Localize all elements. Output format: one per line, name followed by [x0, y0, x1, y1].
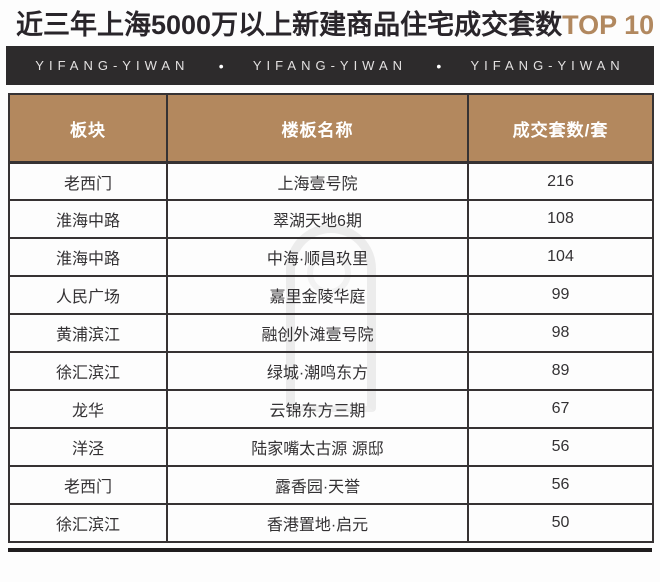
district-cell: 洋泾	[8, 427, 168, 468]
project-cell: 融创外滩壹号院	[166, 313, 469, 354]
count-cell: 104	[467, 237, 654, 278]
district-cell: 淮海中路	[8, 199, 168, 240]
page-title: 近三年上海5000万以上新建商品住宅成交套数TOP 10	[0, 0, 660, 43]
table-row: 徐汇滨江 绿城·潮鸣东方 89	[8, 351, 654, 392]
project-cell: 陆家嘴太古源 源邸	[166, 427, 469, 468]
ranking-table: 板块 楼板名称 成交套数/套 老西门 上海壹号院 216 淮海中路 翠湖天地6期…	[8, 93, 654, 544]
table-row: 老西门 上海壹号院 216	[8, 161, 654, 202]
count-cell: 50	[467, 503, 654, 544]
table-row: 黄浦滨江 融创外滩壹号院 98	[8, 313, 654, 354]
bullet-separator-icon: •	[218, 57, 224, 74]
district-cell: 徐汇滨江	[8, 503, 168, 544]
column-header-project: 楼板名称	[166, 93, 469, 164]
brand-text: YIFANG-YIWAN	[470, 58, 625, 74]
project-cell: 露香园·天誉	[166, 465, 469, 506]
table-row: 淮海中路 翠湖天地6期 108	[8, 199, 654, 240]
district-cell: 老西门	[8, 161, 168, 202]
project-cell: 绿城·潮鸣东方	[166, 351, 469, 392]
title-main: 近三年上海5000万以上新建商品住宅成交套数	[16, 10, 563, 40]
bottom-divider	[8, 548, 652, 553]
brand-text: YIFANG-YIWAN	[35, 58, 190, 74]
count-cell: 99	[467, 275, 654, 316]
project-cell: 上海壹号院	[166, 161, 469, 202]
table-row: 洋泾 陆家嘴太古源 源邸 56	[8, 427, 654, 468]
district-cell: 黄浦滨江	[8, 313, 168, 354]
count-cell: 56	[467, 465, 654, 506]
table-header-row: 板块 楼板名称 成交套数/套	[8, 93, 654, 164]
project-cell: 嘉里金陵华庭	[166, 275, 469, 316]
brand-text: YIFANG-YIWAN	[252, 58, 408, 74]
count-cell: 56	[467, 427, 654, 468]
district-cell: 老西门	[8, 465, 168, 506]
column-header-count: 成交套数/套	[467, 93, 654, 164]
count-cell: 67	[467, 389, 654, 430]
count-cell: 216	[467, 161, 654, 202]
brand-banner: YIFANG-YIWAN • YIFANG-YIWAN • YIFANG-YIW…	[6, 46, 654, 86]
bullet-separator-icon: •	[436, 57, 442, 74]
table-row: 淮海中路 中海·顺昌玖里 104	[8, 237, 654, 278]
table-row: 人民广场 嘉里金陵华庭 99	[8, 275, 654, 316]
title-highlight: TOP 10	[562, 10, 655, 40]
table-row: 老西门 露香园·天誉 56	[8, 465, 654, 506]
count-cell: 89	[467, 351, 654, 392]
count-cell: 98	[467, 313, 654, 354]
column-header-district: 板块	[8, 93, 168, 164]
district-cell: 人民广场	[8, 275, 168, 316]
district-cell: 徐汇滨江	[8, 351, 168, 392]
project-cell: 翠湖天地6期	[166, 199, 469, 240]
project-cell: 云锦东方三期	[166, 389, 469, 430]
district-cell: 淮海中路	[8, 237, 168, 278]
count-cell: 108	[467, 199, 654, 240]
project-cell: 中海·顺昌玖里	[166, 237, 469, 278]
table-row: 徐汇滨江 香港置地·启元 50	[8, 503, 654, 544]
district-cell: 龙华	[8, 389, 168, 430]
project-cell: 香港置地·启元	[166, 503, 469, 544]
table-row: 龙华 云锦东方三期 67	[8, 389, 654, 430]
